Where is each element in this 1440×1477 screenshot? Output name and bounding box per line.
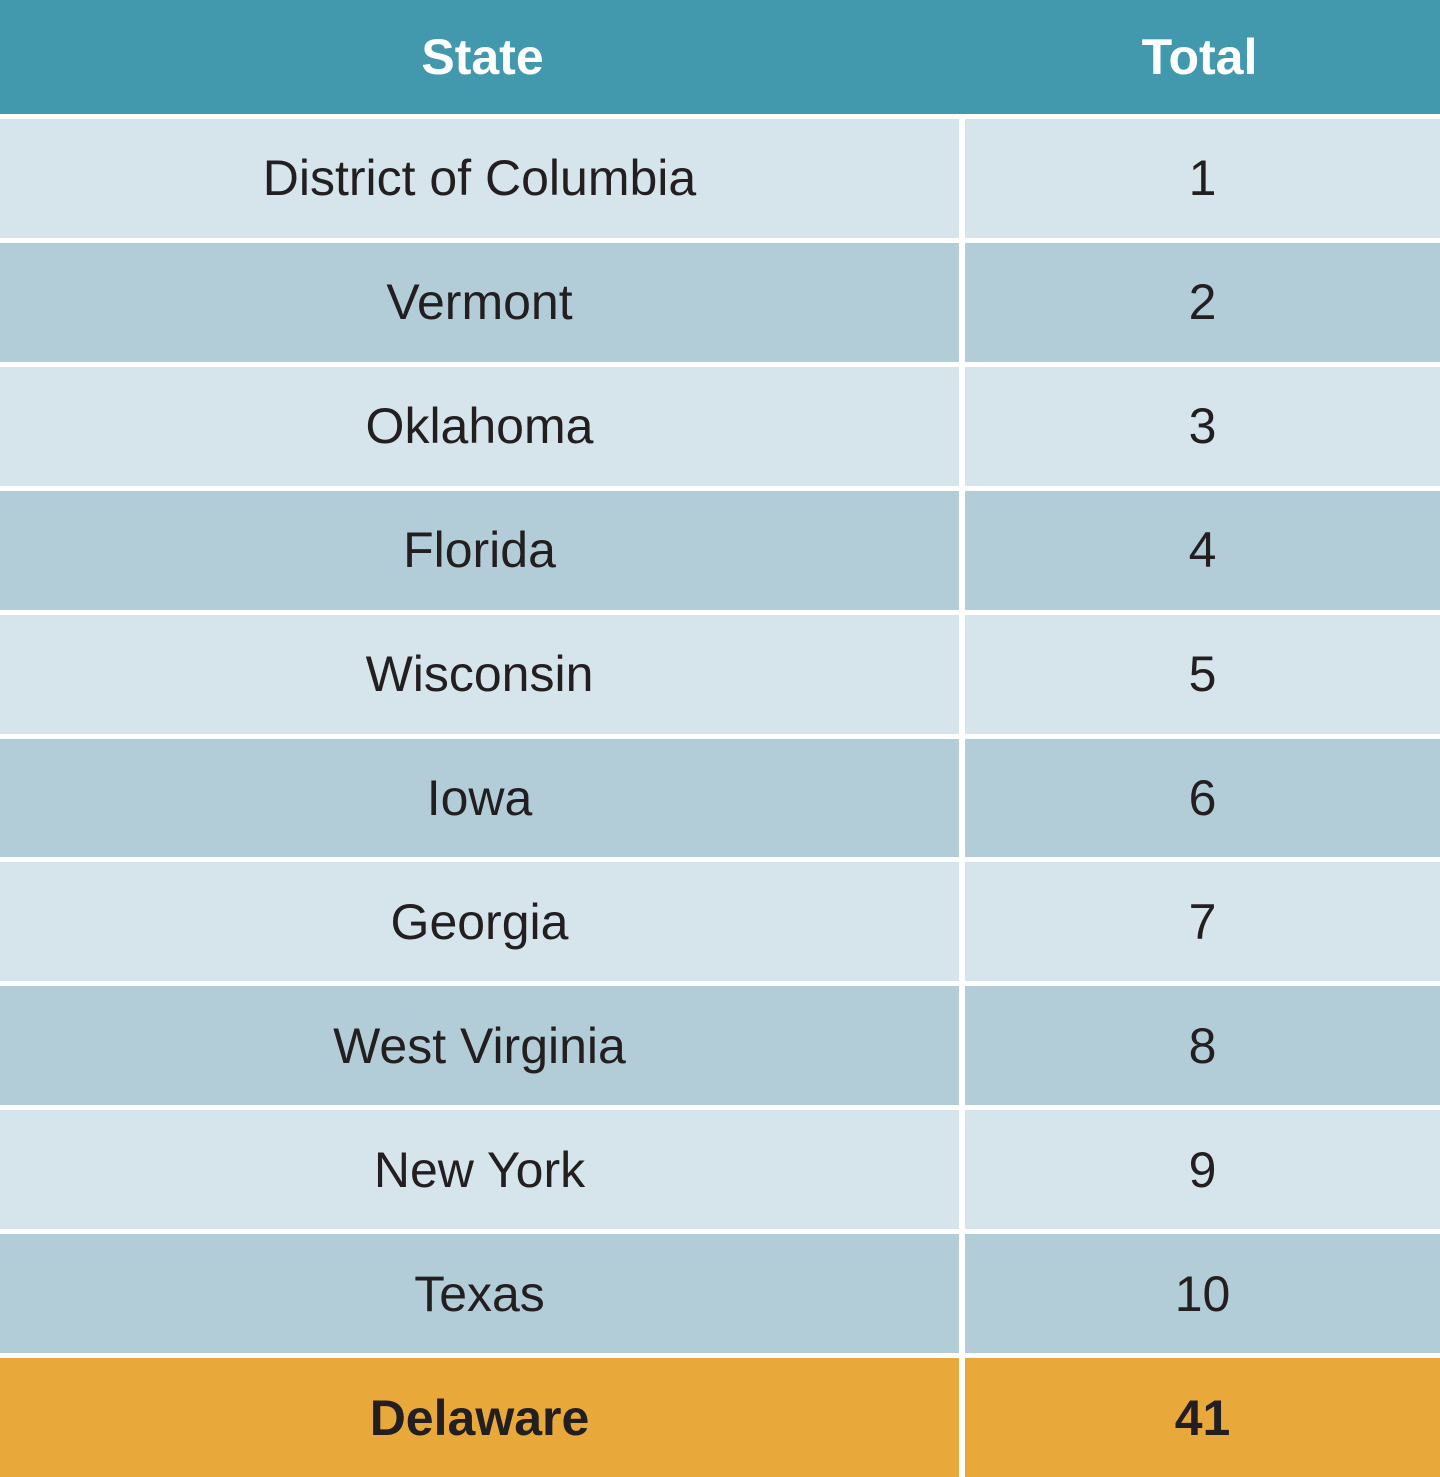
header-cell: State (0, 0, 965, 114)
total-cell: 8 (965, 986, 1440, 1106)
total-cell: 10 (965, 1234, 1440, 1354)
total-cell: 3 (965, 366, 1440, 486)
highlight-total-cell: 41 (965, 1358, 1440, 1477)
state-cell: Texas (0, 1234, 959, 1354)
total-cell: 5 (965, 614, 1440, 734)
state-cell: New York (0, 1110, 959, 1230)
total-cell: 4 (965, 490, 1440, 610)
total-cell: 1 (965, 119, 1440, 238)
state-cell: Florida (0, 490, 959, 610)
total-cell: 7 (965, 862, 1440, 982)
total-cell: 6 (965, 738, 1440, 858)
state-cell: Wisconsin (0, 614, 959, 734)
state-cell: Georgia (0, 862, 959, 982)
state-cell: Oklahoma (0, 366, 959, 486)
state-cell: District of Columbia (0, 119, 959, 238)
highlight-state-cell: Delaware (0, 1358, 959, 1477)
header-cell: Total (959, 0, 1440, 114)
state-cell: Iowa (0, 738, 959, 858)
state-cell: Vermont (0, 242, 959, 362)
state-cell: West Virginia (0, 986, 959, 1106)
total-cell: 2 (965, 242, 1440, 362)
total-cell: 9 (965, 1110, 1440, 1230)
